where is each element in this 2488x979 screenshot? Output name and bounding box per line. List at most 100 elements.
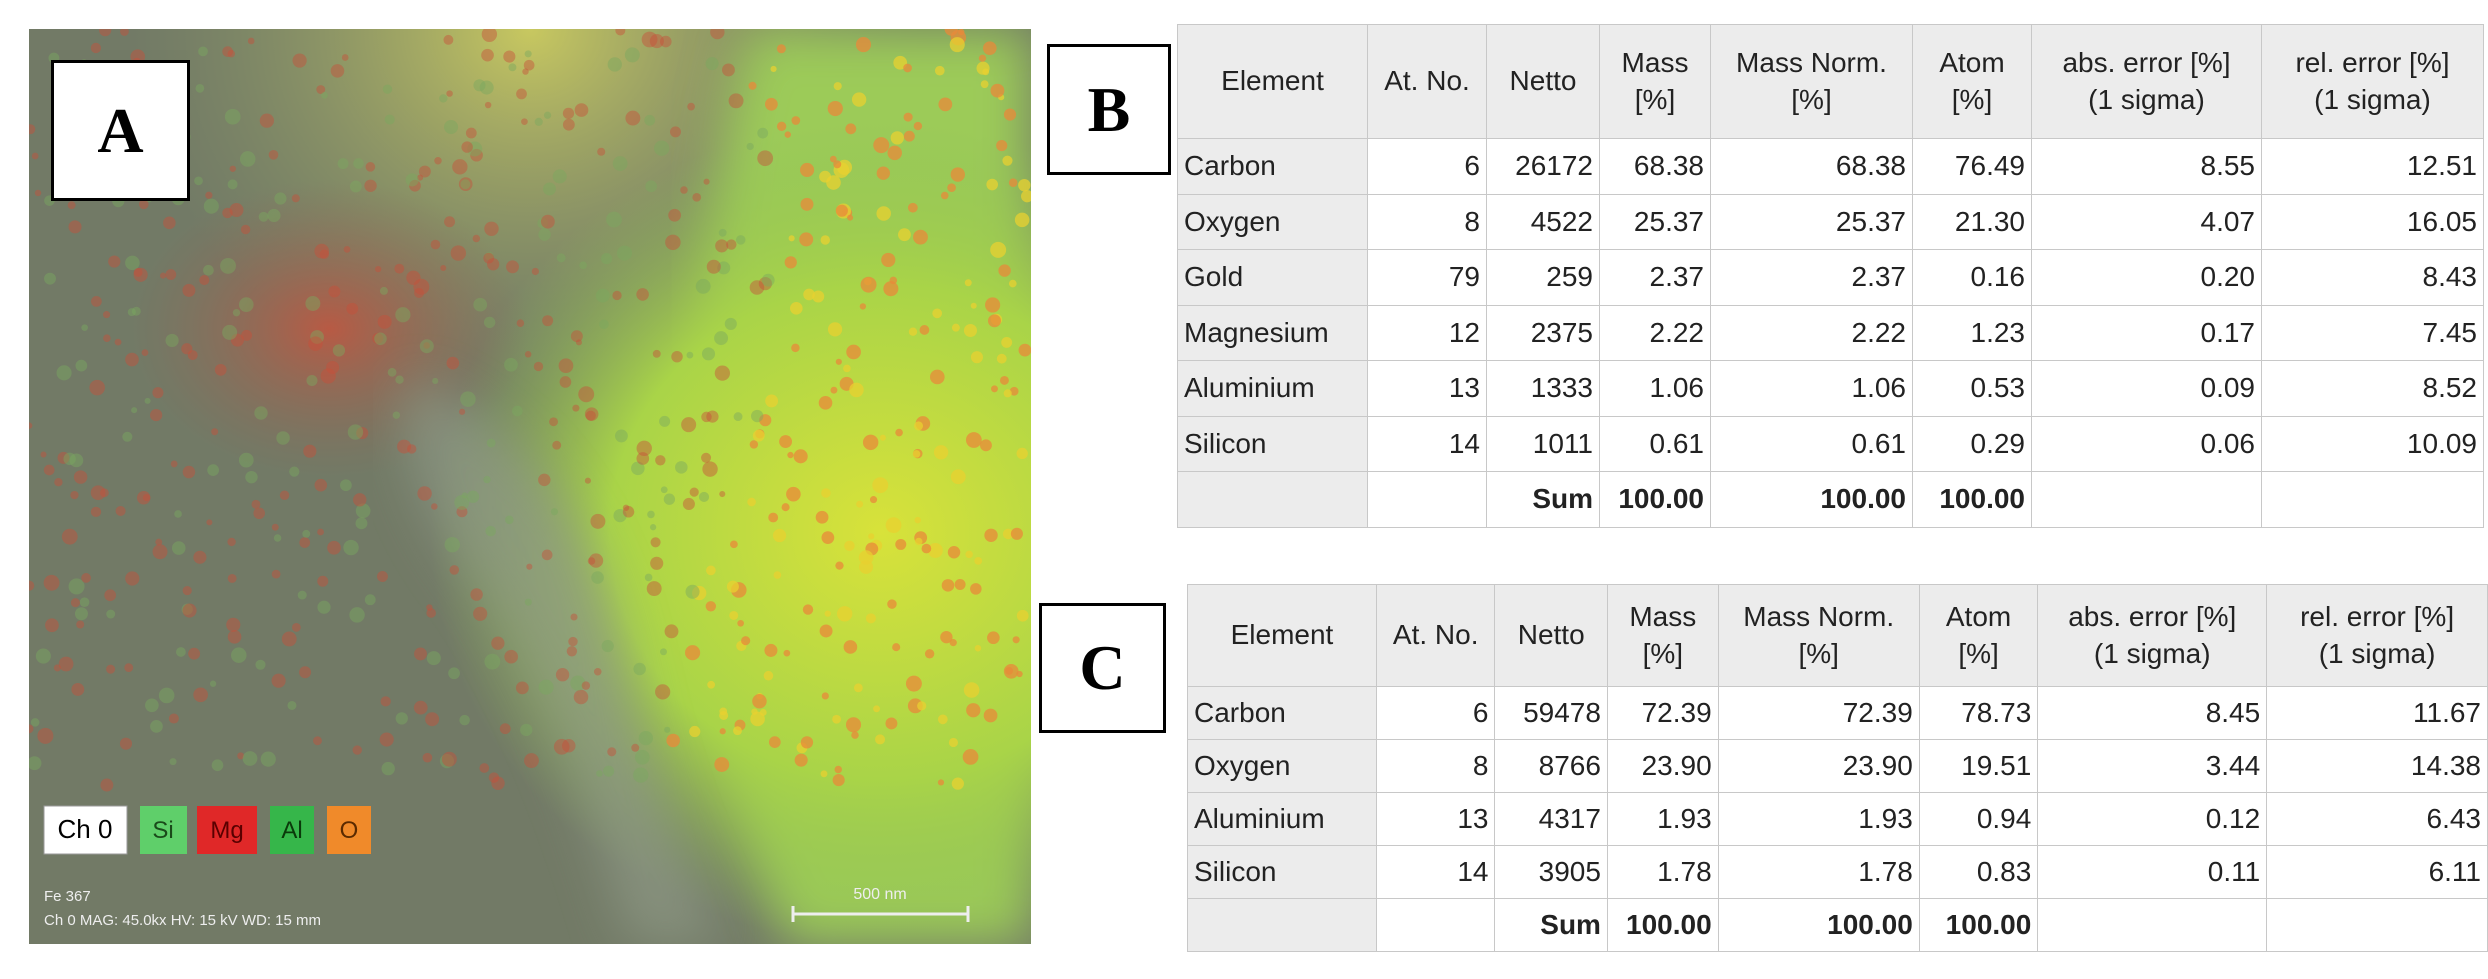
sum-cell: 100.00 [1599,471,1711,528]
speckle [851,92,867,107]
speckle [625,110,641,126]
speckle [40,451,47,458]
cell: 2.22 [1710,304,1913,361]
speckle [652,349,661,358]
speckle [633,767,649,783]
speckle [302,529,311,538]
speckle [340,479,352,492]
speckle [818,396,833,410]
speckle [835,561,844,570]
cell: 4.07 [2031,193,2262,250]
speckle [887,599,897,609]
cell: 26172 [1486,138,1600,195]
speckle [346,302,359,315]
speckle [176,647,186,657]
speckle [827,100,843,117]
speckle [341,54,349,61]
speckle [990,83,1005,98]
speckle [903,63,912,73]
data-row: Oxygen 8 4522 25.37 25.37 21.30 4.07 16.05 [1177,193,2484,250]
speckle [783,649,791,657]
speckle [58,656,74,672]
cell: 6 [1367,138,1487,195]
speckle [504,515,514,525]
cell: 12.51 [2261,138,2484,195]
speckle [485,525,497,537]
speckle [484,251,494,261]
speckle [486,438,496,448]
speckle [255,659,266,670]
speckle [231,647,247,663]
cell [2266,898,2488,952]
data-row: Magnesium 12 2375 2.22 2.22 1.23 0.17 7.45 [1177,304,2484,361]
header-cell: rel. error [%] (1 sigma) [2266,584,2488,687]
speckle [908,327,918,336]
speckle [903,112,913,122]
speckle [321,91,328,99]
speckle [570,675,586,691]
speckle [829,155,837,163]
speckle [260,751,276,767]
cell [2037,898,2268,952]
speckle [258,211,269,222]
speckle [772,528,787,543]
speckle [439,94,448,103]
speckle [259,113,275,128]
speckle [426,608,436,618]
cell: 8.52 [2261,360,2484,417]
speckle [90,506,102,518]
speckle [484,653,501,670]
speckle [719,710,729,721]
speckle [1008,178,1018,188]
speckle [73,470,88,484]
speckle [238,452,254,468]
speckle [914,516,921,524]
cell: 1333 [1486,360,1600,417]
speckle [79,597,90,607]
speckle [987,631,1000,645]
speckle [985,297,1001,313]
speckle [613,508,627,523]
speckle [75,359,88,372]
sum-row: Sum 100.00 100.00 100.00 [1177,471,2484,528]
cell: 19.51 [1918,739,2039,793]
speckle [685,584,700,599]
speckle [597,147,606,156]
cell: 8 [1367,193,1487,250]
speckle [595,288,610,303]
data-row: Silicon 14 3905 1.78 1.78 0.83 0.11 6.11 [1187,845,2488,899]
speckle [541,549,553,561]
speckle [799,232,814,247]
speckle [622,504,630,511]
speckle [273,534,282,542]
speckle [728,93,744,109]
speckle [465,127,477,139]
speckle [138,199,149,210]
speckle [392,411,401,419]
cell: 8766 [1494,739,1608,793]
speckle [552,169,567,184]
speckle [53,664,61,672]
speckle [634,749,650,765]
speckle [538,228,551,241]
speckle [566,646,578,657]
speckle [466,490,480,503]
speckle [160,272,167,279]
header-cell: Mass [%] [1606,584,1719,687]
speckle [542,315,554,327]
speckle [692,585,707,601]
speckle [222,324,238,340]
speckle [1001,336,1013,348]
speckle [843,640,858,654]
speckle [91,296,102,307]
speckle [733,726,742,736]
speckle [133,267,148,282]
speckle [1012,636,1020,644]
speckle [271,673,286,688]
speckle [531,267,539,276]
speckle [446,90,453,97]
speckle [222,46,233,57]
speckle [606,211,622,228]
speckle [69,453,84,468]
speckle [29,756,42,771]
